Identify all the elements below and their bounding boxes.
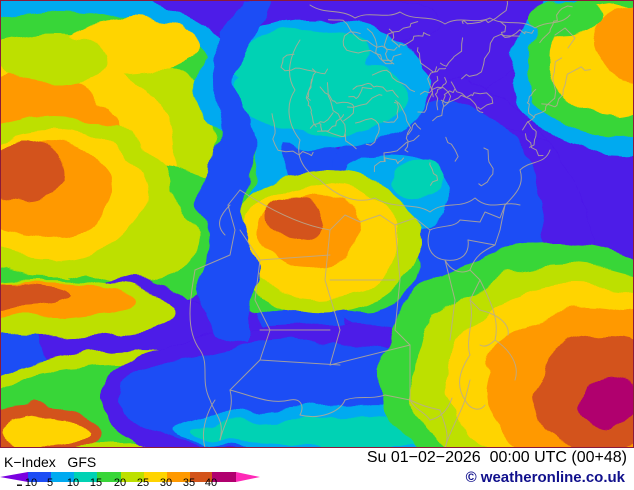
svg-text:40: 40 bbox=[205, 477, 217, 489]
svg-text:30: 30 bbox=[160, 477, 172, 489]
svg-text:10: 10 bbox=[67, 477, 79, 489]
svg-text:5: 5 bbox=[47, 477, 53, 489]
svg-text:25: 25 bbox=[137, 477, 149, 489]
svg-text:20: 20 bbox=[114, 477, 126, 489]
svg-text:10: 10 bbox=[25, 477, 37, 489]
svg-text:35: 35 bbox=[183, 477, 195, 489]
svg-text:15: 15 bbox=[90, 477, 102, 489]
